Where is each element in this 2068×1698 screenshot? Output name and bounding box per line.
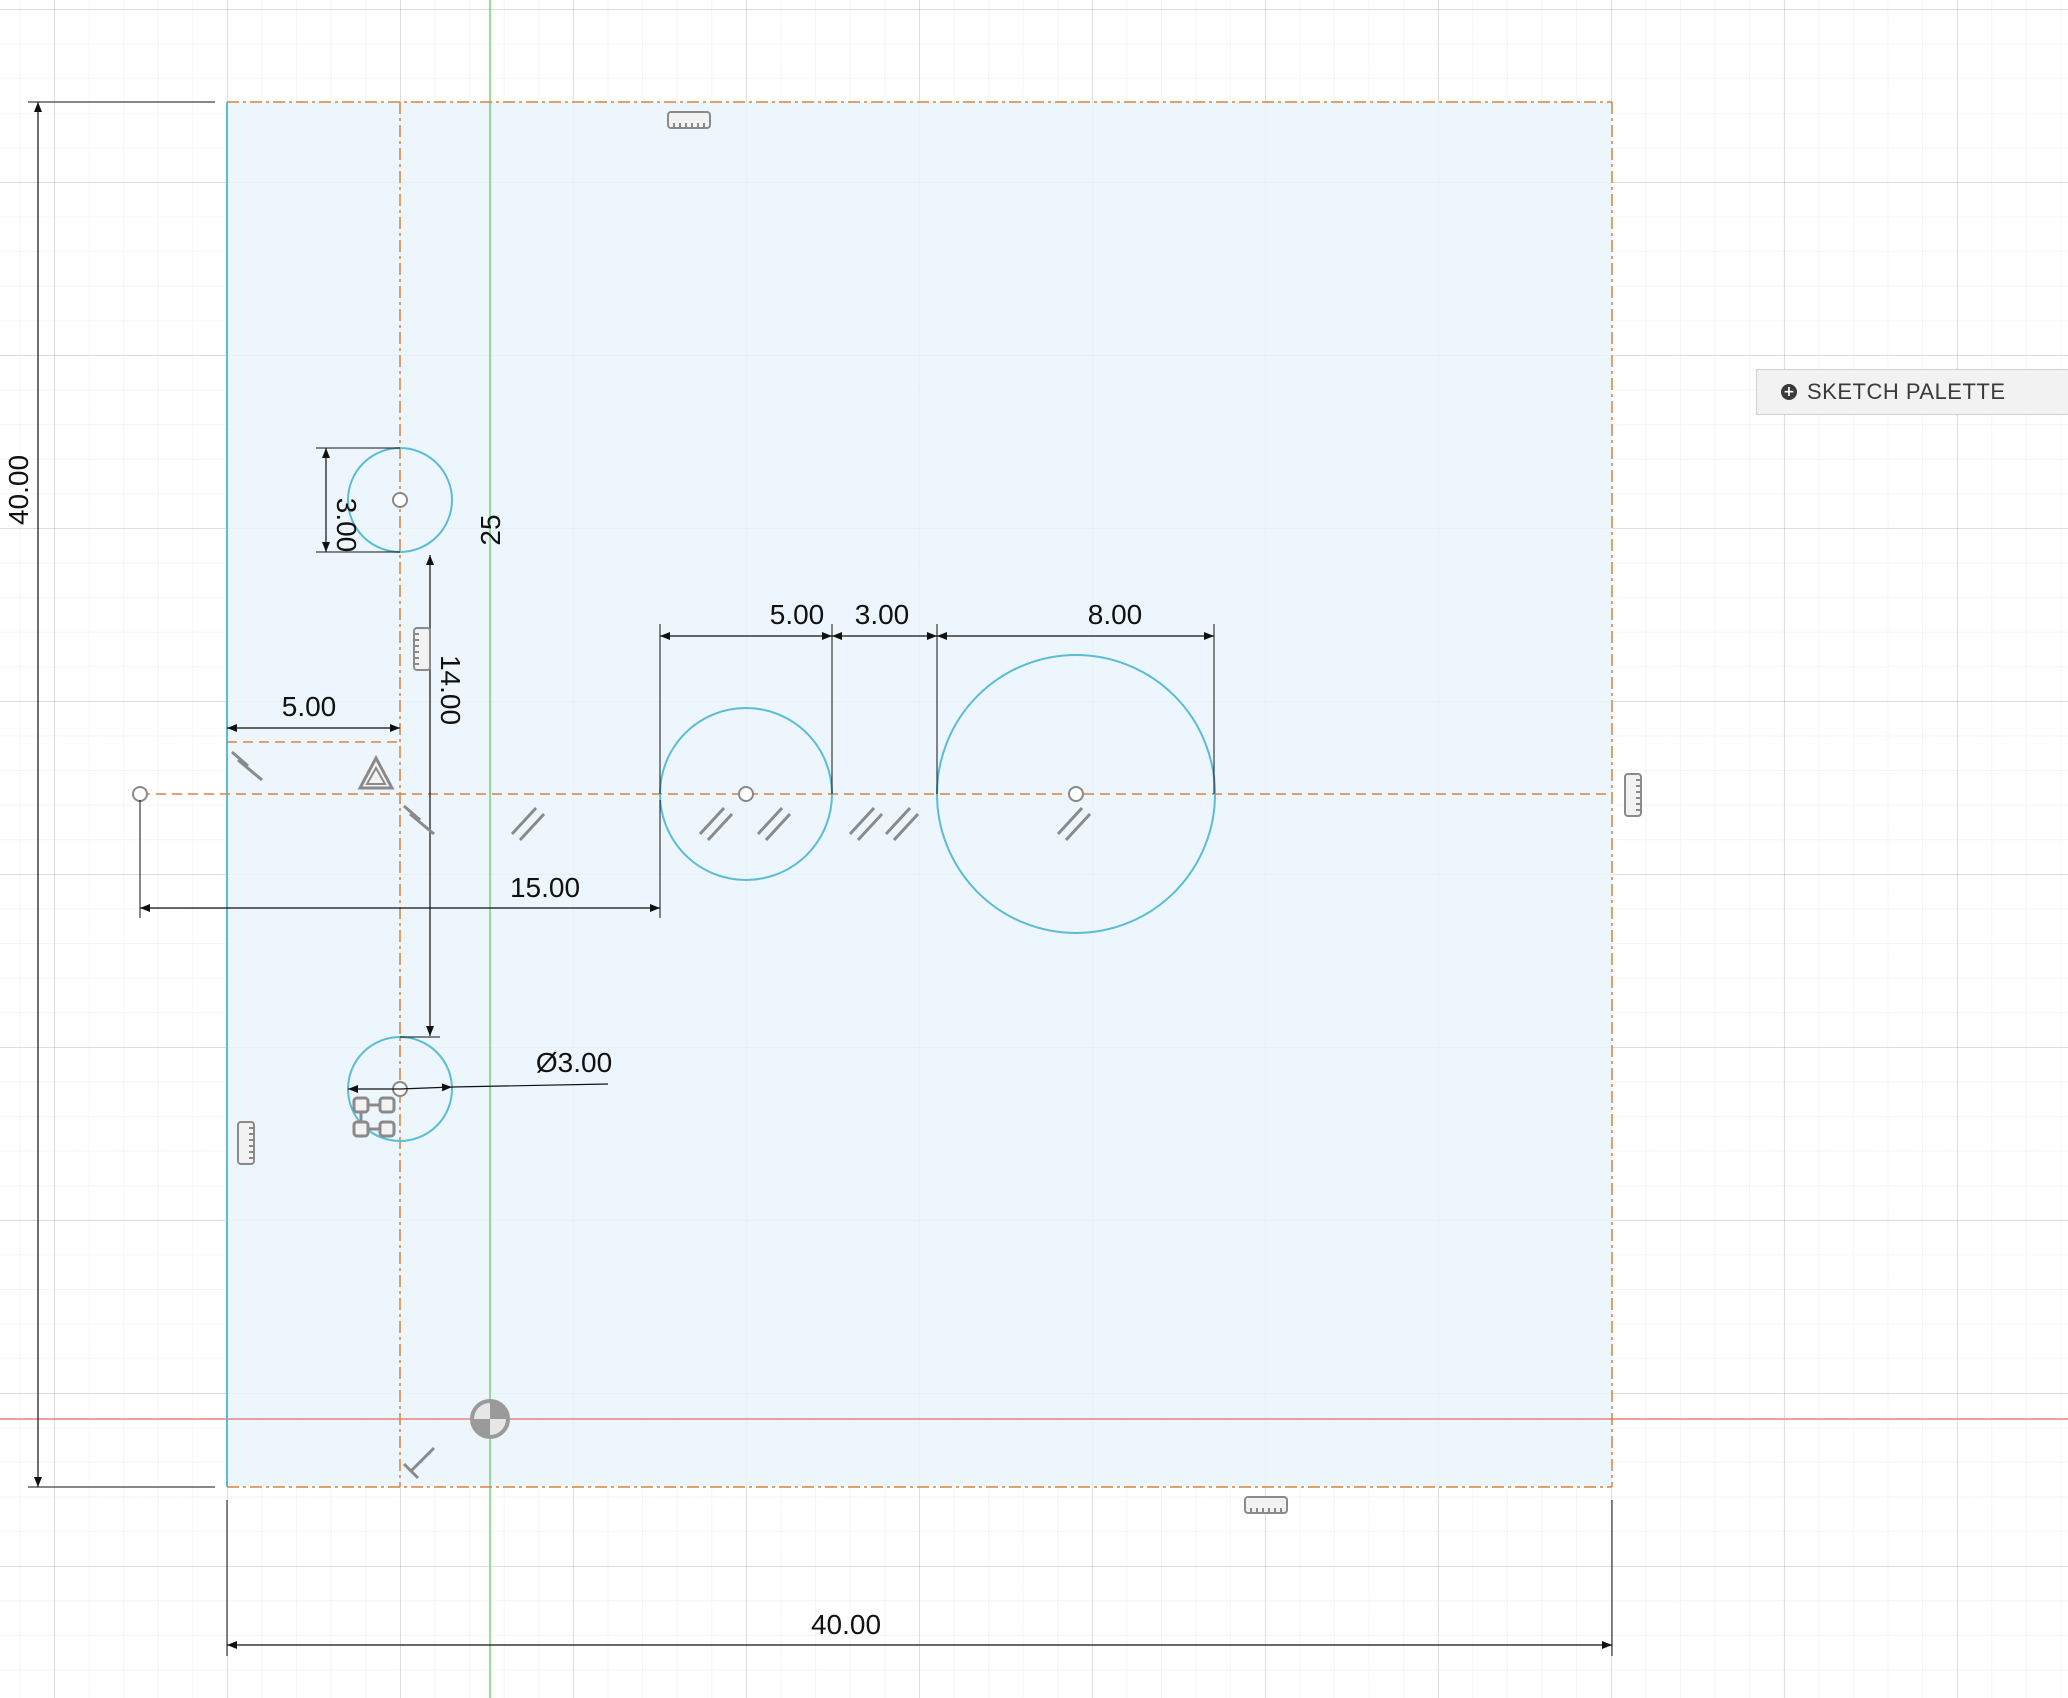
center-point[interactable]: [1068, 786, 1084, 802]
vertical-constraint-icon[interactable]: [1624, 773, 1642, 817]
dimension-horizontal-offset[interactable]: 15.00: [139, 800, 661, 918]
dimension-vertical-spacing-text[interactable]: 14.00: [435, 655, 466, 725]
perpendicular-constraint-icon[interactable]: [231, 750, 263, 782]
dimension-top-circle-text[interactable]: 3.00: [331, 498, 362, 553]
dimension-overall-height-text[interactable]: 40.00: [3, 455, 34, 525]
center-point[interactable]: [738, 786, 754, 802]
dimension-middle-circle[interactable]: 5.00: [659, 599, 833, 794]
center-point[interactable]: [392, 492, 408, 508]
dimension-top-circle[interactable]: 3.00: [316, 447, 400, 553]
dimension-left-offset-text[interactable]: 5.00: [282, 691, 337, 722]
construction-end-point[interactable]: [132, 786, 148, 802]
horizontal-constraint-icon[interactable]: [1244, 1496, 1288, 1514]
collinear-constraint-icon[interactable]: [884, 806, 920, 842]
collinear-constraint-icon[interactable]: [1056, 806, 1092, 842]
sketch-palette-button[interactable]: + SKETCH PALETTE: [1756, 369, 2068, 415]
dimension-gap[interactable]: 3.00: [832, 599, 938, 794]
dimension-left-offset[interactable]: 5.00: [227, 691, 400, 732]
perpendicular-constraint-icon[interactable]: [403, 804, 435, 836]
dimension-bottom-circle[interactable]: Ø3.00: [348, 1047, 612, 1093]
coincident-constraint-icon[interactable]: [352, 1096, 396, 1138]
dimension-horizontal-offset-text[interactable]: 15.00: [510, 872, 580, 903]
dimension-large-circle[interactable]: 8.00: [937, 599, 1215, 794]
dimension-angle-text[interactable]: 25: [475, 514, 506, 545]
collinear-constraint-icon[interactable]: [756, 806, 792, 842]
dimension-overall-height[interactable]: 40.00: [3, 101, 215, 1488]
collinear-constraint-icon[interactable]: [848, 806, 884, 842]
sketch-palette-label: SKETCH PALETTE: [1807, 379, 2006, 404]
dimension-large-circle-text[interactable]: 8.00: [1088, 599, 1143, 630]
perpendicular-constraint-icon[interactable]: [402, 1446, 436, 1480]
origin-point[interactable]: [470, 1399, 510, 1439]
fix-constraint-icon[interactable]: [357, 754, 395, 790]
dimension-middle-circle-text[interactable]: 5.00: [770, 599, 825, 630]
dimension-gap-text[interactable]: 3.00: [855, 599, 910, 630]
vertical-constraint-icon[interactable]: [237, 1121, 255, 1165]
dimension-overall-width[interactable]: 40.00: [226, 1500, 1613, 1656]
horizontal-constraint-icon[interactable]: [667, 111, 711, 129]
collinear-constraint-icon[interactable]: [510, 806, 546, 842]
dimension-overall-width-text[interactable]: 40.00: [811, 1609, 881, 1640]
vertical-constraint-icon[interactable]: [413, 627, 431, 671]
collinear-constraint-icon[interactable]: [698, 806, 734, 842]
plus-circle-icon: +: [1781, 384, 1797, 400]
dimension-bottom-circle-text[interactable]: Ø3.00: [536, 1047, 612, 1078]
